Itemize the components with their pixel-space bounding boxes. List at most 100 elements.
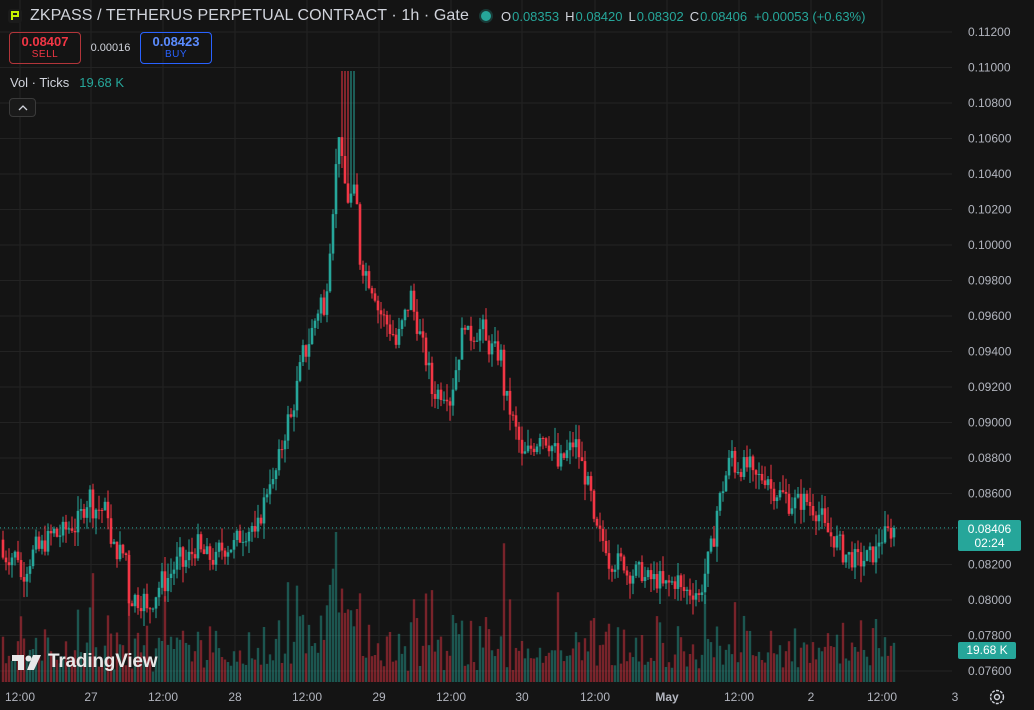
volume-bar — [838, 663, 842, 682]
candle-body — [250, 526, 254, 532]
volume-bar — [274, 638, 278, 682]
candle-body — [571, 442, 575, 448]
buy-button[interactable]: 0.08423 BUY — [140, 32, 212, 64]
candle-body — [91, 489, 95, 519]
candle-body — [505, 390, 509, 396]
candle-body — [580, 457, 584, 462]
x-tick-label: 3 — [952, 690, 959, 704]
volume-bar — [526, 648, 530, 682]
volume-bar — [505, 667, 509, 682]
volume-bar — [778, 645, 782, 682]
chevron-up-icon — [18, 104, 27, 110]
volume-bar — [88, 607, 92, 682]
candle-body — [871, 546, 875, 563]
candle-body — [190, 551, 194, 555]
candle-body — [46, 530, 50, 552]
volume-bar — [847, 660, 851, 682]
candle-body — [724, 475, 728, 492]
candle-body — [244, 541, 248, 543]
volume-bar — [283, 653, 287, 682]
ohlc-close: C0.08406 — [689, 8, 748, 24]
candle-body — [463, 327, 467, 330]
candle-body — [364, 271, 368, 276]
volume-bar — [706, 638, 710, 682]
candle-body — [7, 562, 11, 566]
candle-body — [94, 509, 98, 519]
candle-body — [367, 271, 371, 289]
volume-bar — [376, 643, 380, 682]
candle-body — [382, 314, 386, 316]
candle-body — [682, 587, 686, 592]
volume-bar — [670, 667, 674, 682]
volume-bar — [586, 651, 590, 682]
candle-body — [295, 380, 299, 411]
volume-legend[interactable]: Vol · Ticks 19.68 K — [10, 75, 124, 90]
candle-body — [577, 439, 581, 458]
volume-bar — [100, 661, 104, 682]
candle-body — [790, 508, 794, 514]
y-tick-label: 0.09000 — [968, 416, 1012, 430]
volume-bar — [193, 651, 197, 682]
volume-bar — [508, 599, 512, 682]
candle-body — [817, 514, 821, 522]
candle-body — [82, 509, 86, 518]
volume-bar — [289, 663, 293, 682]
symbol-title[interactable]: ZKPASS / TETHERUS PERPETUAL CONTRACT · 1… — [30, 7, 469, 24]
volume-bar — [427, 645, 431, 682]
candle-body — [271, 479, 275, 485]
candle-body — [694, 593, 698, 600]
candle-body — [193, 554, 197, 559]
candle-body — [265, 494, 269, 498]
candle-body — [43, 540, 47, 552]
candle-body — [202, 549, 206, 554]
volume-bar — [574, 632, 578, 682]
volume-bar — [667, 662, 671, 682]
volume-bar — [535, 657, 539, 682]
volume-bar — [475, 670, 479, 682]
volume-bar — [700, 654, 704, 682]
candle-body — [685, 589, 689, 592]
candle-body — [640, 562, 644, 582]
volume-bar — [379, 660, 383, 682]
collapse-legend-button[interactable] — [9, 98, 36, 117]
y-tick-label: 0.09800 — [968, 274, 1012, 288]
candle-body — [730, 450, 734, 458]
ohlc-legend: O0.08353 H0.08420 L0.08302 C0.08406 +0.0… — [501, 9, 865, 24]
volume-bar — [223, 659, 227, 682]
x-tick-label: 12:00 — [724, 690, 754, 704]
x-tick-label: 12:00 — [436, 690, 466, 704]
candle-body — [52, 528, 56, 534]
volume-bar — [850, 642, 854, 682]
volume-bar — [676, 626, 680, 682]
candle-body — [508, 390, 512, 415]
candle-body — [403, 309, 407, 321]
candle-body — [814, 515, 818, 522]
volume-bar — [589, 620, 593, 682]
volume-bar — [625, 661, 629, 682]
volume-bar — [61, 656, 65, 682]
volume-bar — [241, 663, 245, 682]
x-tick-label: 12:00 — [292, 690, 322, 704]
candle-body — [4, 557, 8, 563]
candle-body — [697, 593, 701, 596]
volume-bar — [397, 633, 401, 682]
tradingview-brand[interactable]: TradingView — [12, 649, 158, 675]
volume-bar — [619, 663, 623, 682]
volume-bar — [232, 651, 236, 682]
volume-bar — [220, 657, 224, 682]
candle-body — [892, 527, 896, 538]
volume-bar — [382, 666, 386, 682]
volume-bar — [316, 652, 320, 682]
volume-bar — [481, 647, 485, 682]
candle-body — [238, 530, 242, 543]
sell-button[interactable]: 0.08407 SELL — [9, 32, 81, 64]
gear-icon[interactable] — [988, 688, 1006, 706]
volume-bar — [712, 657, 716, 682]
candle-body — [868, 546, 872, 551]
volume-bar — [1, 636, 5, 682]
trade-buttons: 0.08407 SELL 0.00016 0.08423 BUY — [9, 32, 212, 64]
volume-bar — [856, 651, 860, 682]
candle-body — [850, 552, 854, 568]
